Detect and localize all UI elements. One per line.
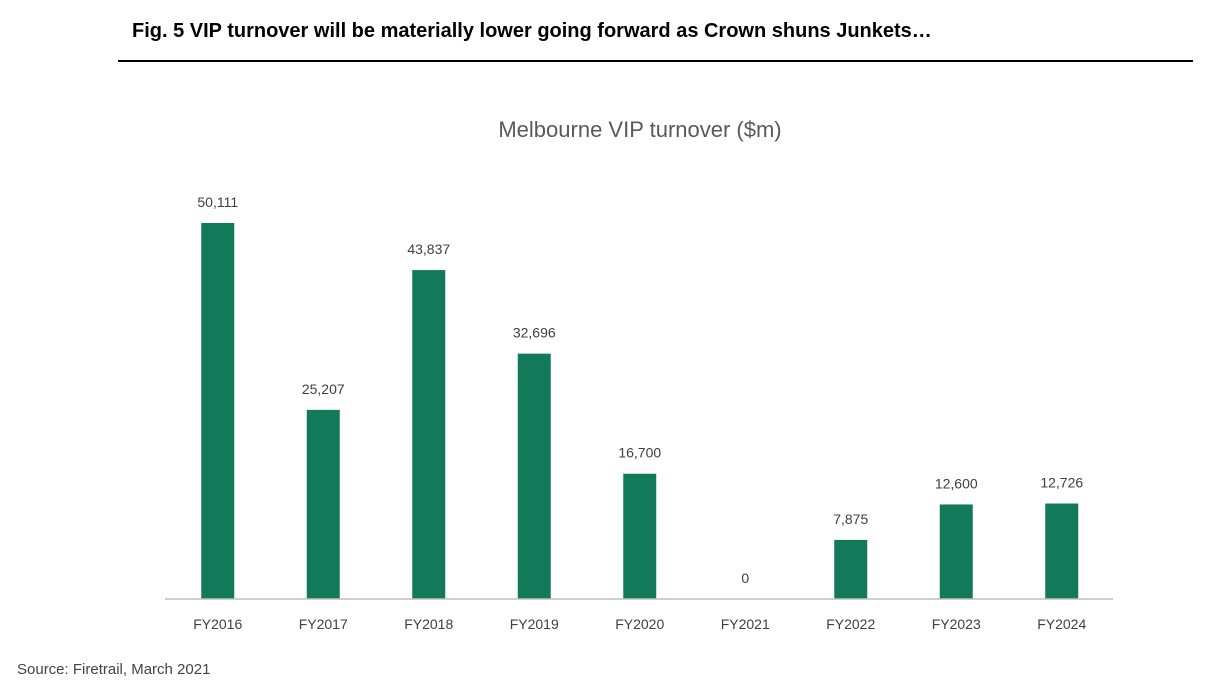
bar-fy2016: [201, 223, 235, 599]
bar-fy2024: [1045, 503, 1079, 599]
bar-fy2018: [412, 270, 446, 599]
data-label-fy2018: 43,837: [407, 241, 450, 257]
x-tick-label-fy2016: FY2016: [193, 616, 242, 632]
data-label-fy2021: 0: [741, 570, 749, 586]
x-tick-label-fy2018: FY2018: [404, 616, 453, 632]
x-tick-label-fy2024: FY2024: [1037, 616, 1086, 632]
data-label-fy2019: 32,696: [513, 325, 556, 341]
data-label-fy2022: 7,875: [833, 511, 868, 527]
figure-title: Fig. 5 VIP turnover will be materially l…: [132, 20, 932, 42]
data-label-fy2017: 25,207: [302, 381, 345, 397]
chart-title: Melbourne VIP turnover ($m): [498, 117, 781, 142]
bar-fy2017: [306, 409, 340, 599]
x-tick-label-fy2021: FY2021: [721, 616, 770, 632]
x-tick-label-fy2022: FY2022: [826, 616, 875, 632]
bar-chart: Melbourne VIP turnover ($m) 50,111 FY2016…: [165, 117, 1113, 632]
bar-fy2020: [623, 473, 657, 599]
data-label-fy2023: 12,600: [935, 475, 978, 491]
data-label-fy2016: 50,111: [197, 194, 238, 210]
x-tick-label-fy2023: FY2023: [932, 616, 981, 632]
x-tick-label-fy2019: FY2019: [510, 616, 559, 632]
title-divider: [118, 60, 1193, 62]
bar-fy2019: [517, 353, 551, 599]
bar-fy2023: [939, 504, 973, 599]
data-label-fy2020: 16,700: [618, 445, 661, 461]
bar-fy2022: [834, 539, 868, 599]
x-tick-label-fy2020: FY2020: [615, 616, 664, 632]
data-label-fy2024: 12,726: [1040, 475, 1083, 491]
x-tick-label-fy2017: FY2017: [299, 616, 348, 632]
bars-group: 50,111 FY2016 25,207 FY2017 43,837 FY2018 32,6…: [193, 194, 1086, 632]
source-note: Source: Firetrail, March 2021: [17, 661, 211, 678]
